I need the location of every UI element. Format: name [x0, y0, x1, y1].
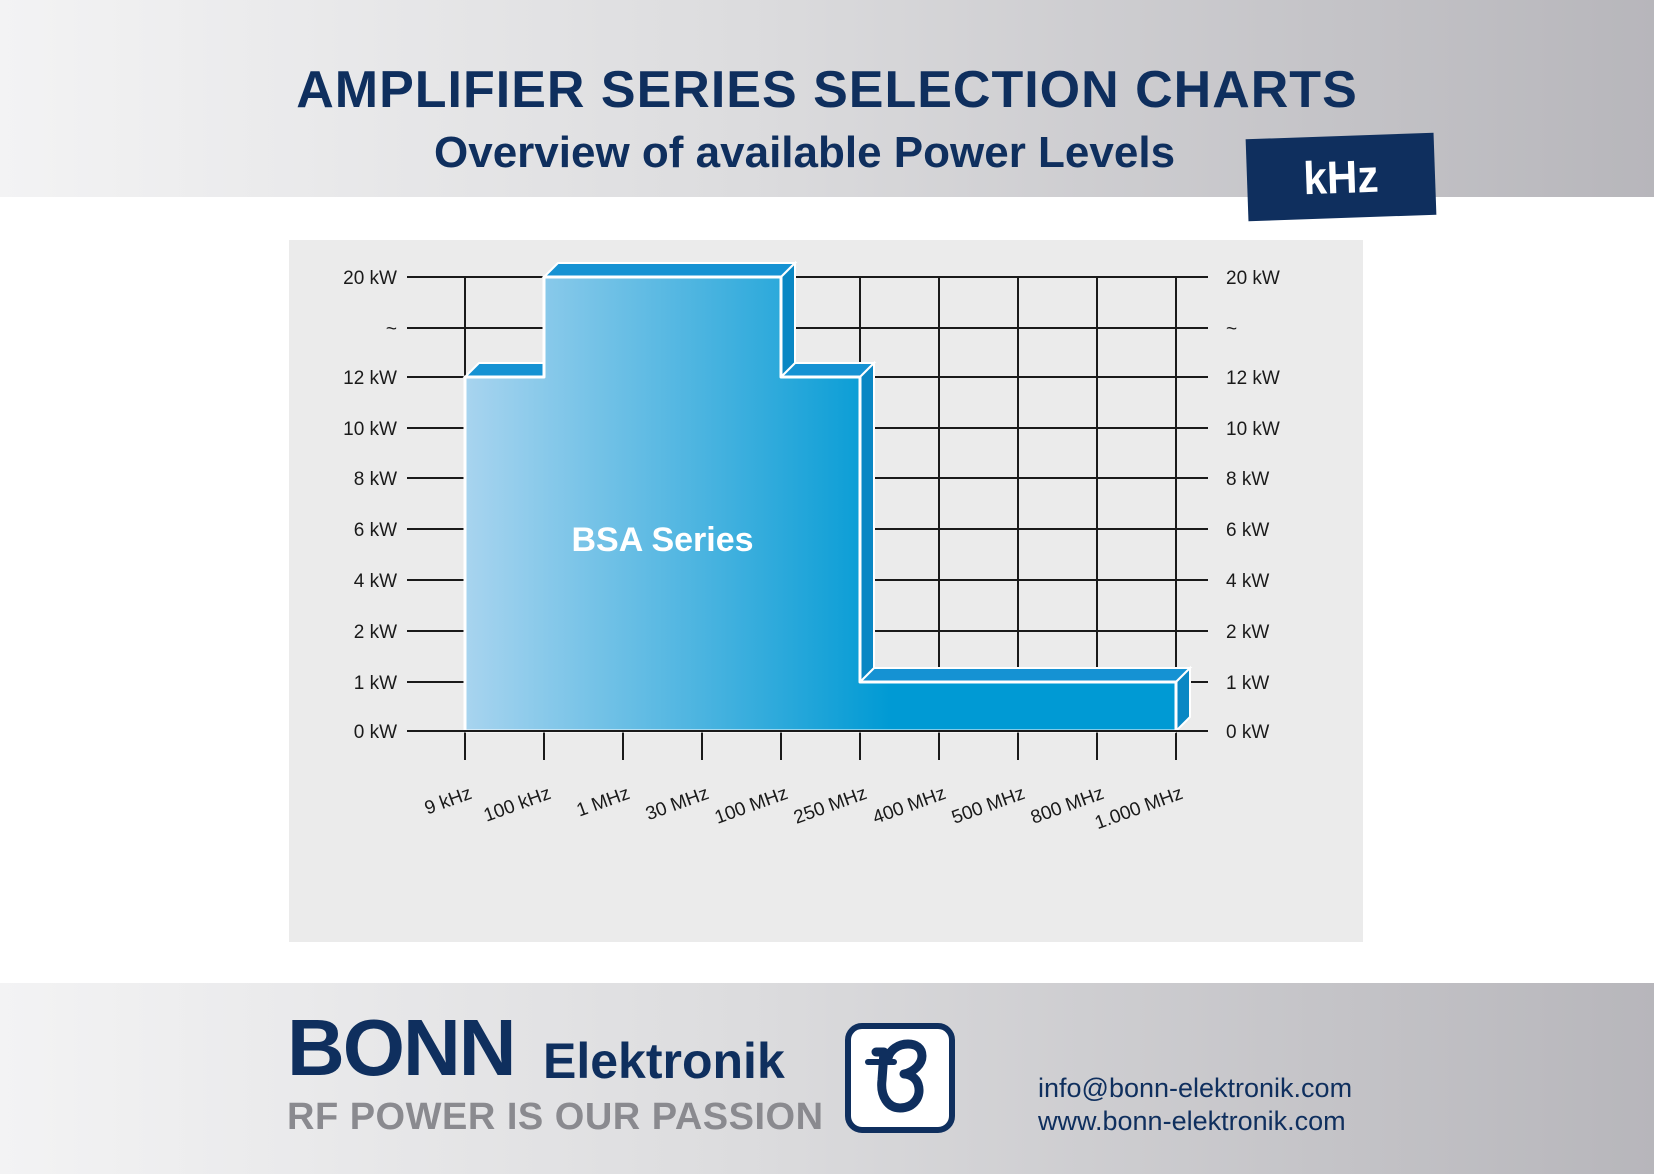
y-tick-label-left: 8 kW [354, 469, 397, 490]
contact-email[interactable]: info@bonn-elektronik.com [1038, 1073, 1353, 1103]
contact-website[interactable]: www.bonn-elektronik.com [1038, 1106, 1346, 1136]
brand-name: BONN [287, 1003, 517, 1092]
y-tick-label-right: 8 kW [1226, 469, 1269, 490]
y-tick-label-left: 4 kW [354, 571, 397, 592]
page-subtitle: Overview of available Power Levels [434, 128, 1176, 177]
unit-badge: kHz [1245, 132, 1437, 222]
brand-subname: Elektronik [543, 1033, 785, 1089]
y-tick-label-left: 2 kW [354, 622, 397, 643]
series-layer [407, 260, 1208, 734]
y-tick-label-right: 6 kW [1226, 520, 1269, 541]
power-level-chart: 0 kW 0 kW 1 kW 1 kW 2 kW 2 kW 4 kW 4 kW 6 kW 6 kW… [343, 260, 1280, 834]
x-tick-label: 400 MHz [870, 783, 949, 829]
y-tick-label-right: 2 kW [1226, 622, 1269, 643]
y-tick-label-left: 0 kW [354, 722, 397, 743]
y-tick-label-right: 12 kW [1226, 368, 1280, 389]
x-tick-label: 100 kHz [481, 783, 554, 827]
x-tick-label: 9 kHz [422, 783, 475, 819]
y-tick-label-right: 10 kW [1226, 419, 1280, 440]
y-tick-label-right: 20 kW [1226, 268, 1280, 289]
y-tick-label-left: 12 kW [343, 368, 397, 389]
y-tick-label-left: ~ [386, 319, 397, 340]
y-tick-label-left: 1 kW [354, 673, 397, 694]
y-tick-label-right: ~ [1226, 319, 1237, 340]
series-side-face [859, 360, 875, 685]
footer-band [0, 983, 1654, 1174]
bonn-logo-icon [845, 1023, 955, 1133]
series-front-face [463, 275, 1178, 733]
series-top-face [541, 262, 798, 278]
x-tick-label: 1 MHz [574, 783, 633, 822]
contact-block: info@bonn-elektronik.com www.bonn-elektr… [1038, 1072, 1352, 1138]
y-tick-label-left: 20 kW [343, 268, 397, 289]
x-tick-label: 500 MHz [949, 783, 1028, 829]
chart-panel: 0 kW 0 kW 1 kW 1 kW 2 kW 2 kW 4 kW 4 kW 6 kW 6 kW… [289, 240, 1363, 942]
y-tick-label-left: 6 kW [354, 520, 397, 541]
series-top-face [778, 362, 877, 378]
series-label: BSA Series [571, 521, 753, 559]
brand-tagline: RF POWER IS OUR PASSION [287, 1096, 824, 1138]
x-tick-label: 100 MHz [712, 783, 791, 829]
y-tick-label-right: 4 kW [1226, 571, 1269, 592]
x-tick-label: 30 MHz [643, 783, 712, 825]
unit-badge-label: kHz [1302, 149, 1380, 205]
y-tick-label-left: 10 kW [343, 419, 397, 440]
x-tick-label: 250 MHz [791, 783, 870, 829]
series-top-face [857, 667, 1193, 683]
page-title: AMPLIFIER SERIES SELECTION CHARTS [296, 61, 1358, 119]
x-tick-label: 1.000 MHz [1092, 783, 1186, 834]
y-tick-label-right: 0 kW [1226, 722, 1269, 743]
series-side-face [780, 260, 796, 380]
y-tick-label-right: 1 kW [1226, 673, 1269, 694]
